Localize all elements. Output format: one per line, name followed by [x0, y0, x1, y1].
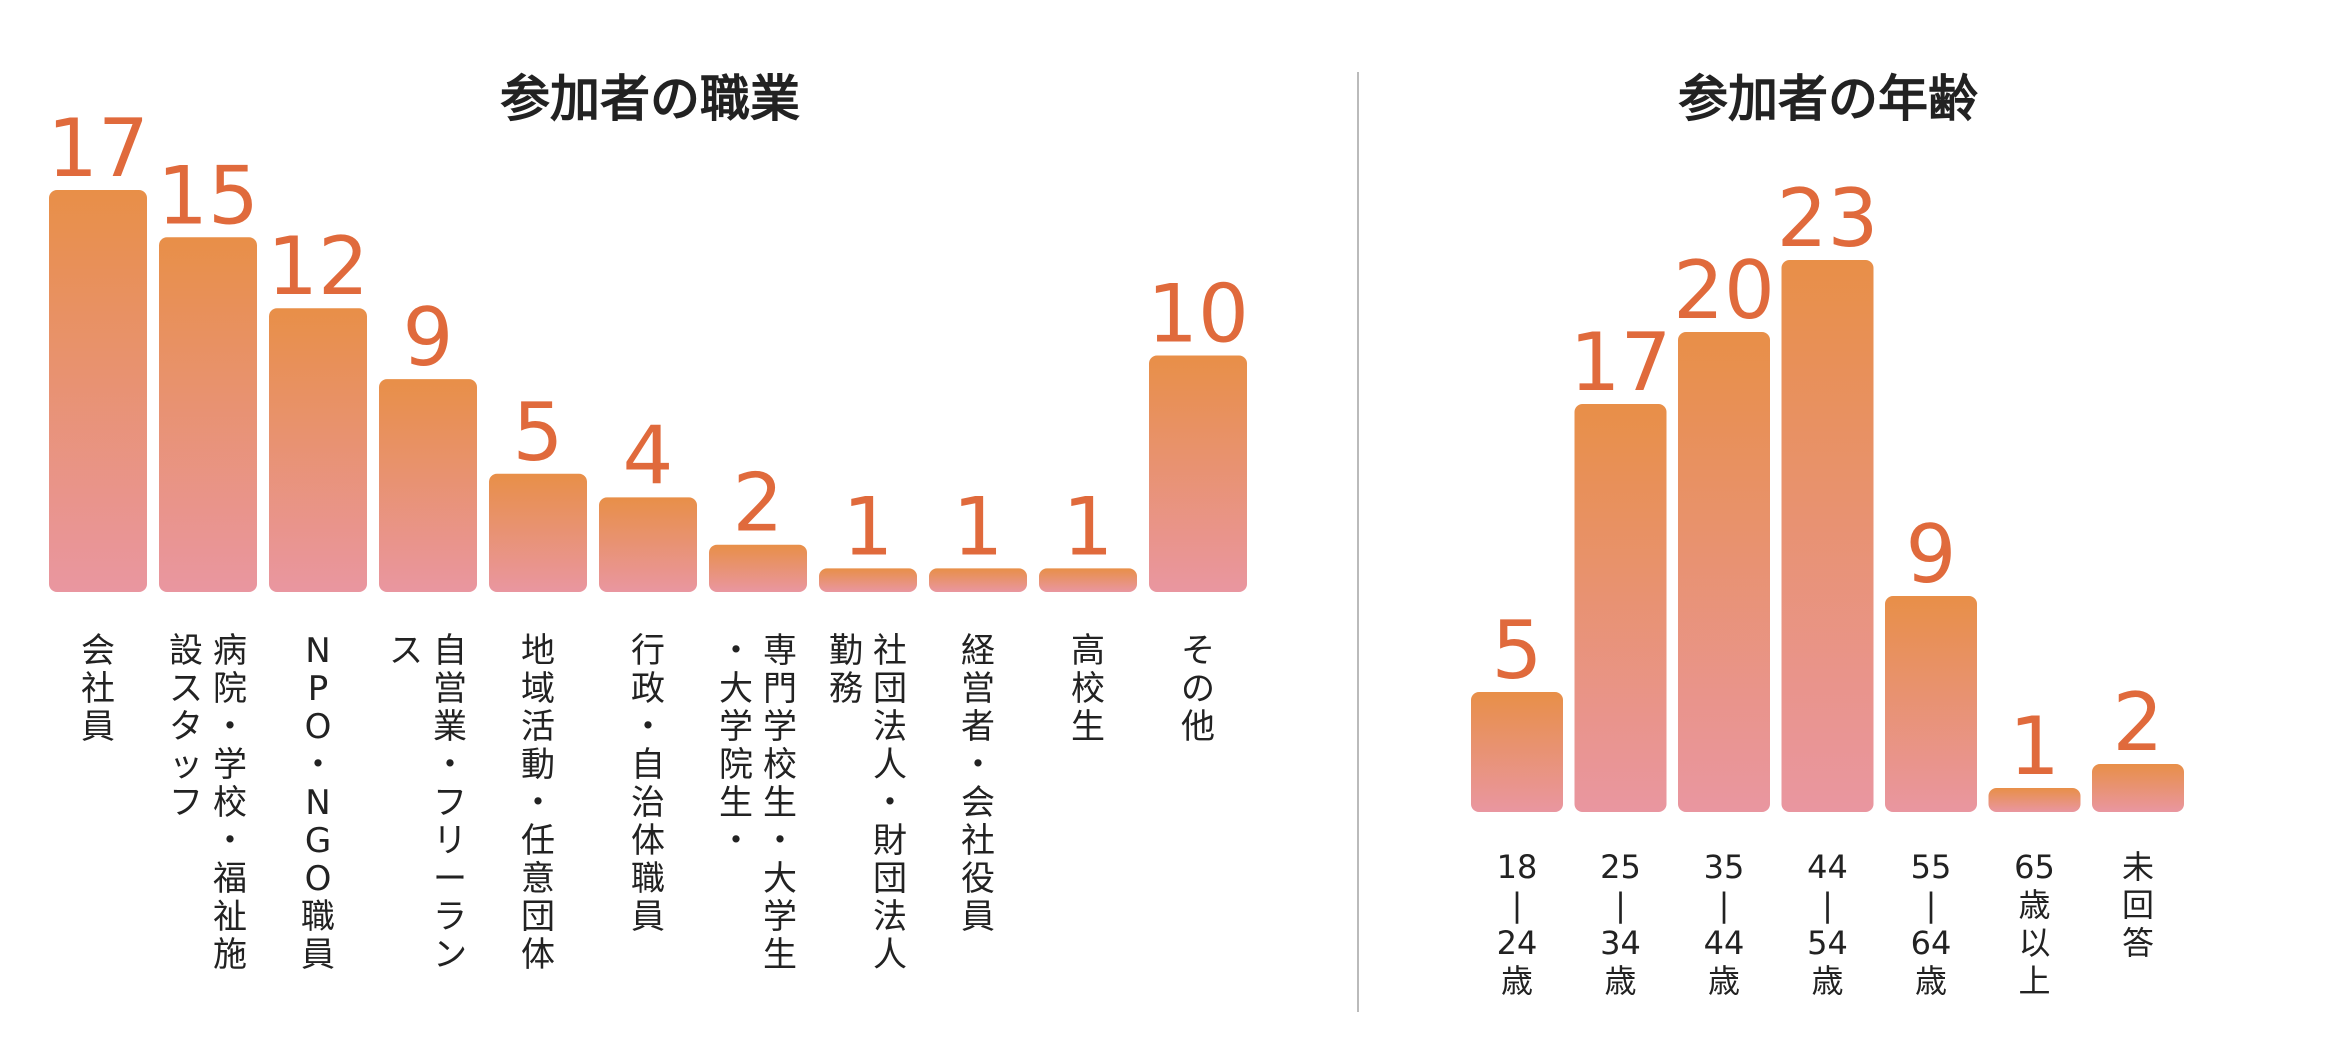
age-bar-2 [1678, 332, 1770, 812]
occupation-category-2: N P O ・ N G O 職員 [301, 631, 335, 975]
age-value-6: 2 [2113, 676, 2164, 769]
occupation-category-3: 自営業・フリーランス [389, 631, 467, 975]
occupation-category-5: 行政・自治体職員 [631, 631, 665, 937]
age-chart-title: 参加者の年齢 [1678, 70, 1978, 128]
occupation-bar-5 [599, 497, 697, 592]
age-category-6: 未回答 [2122, 848, 2154, 962]
age-value-3: 23 [1777, 172, 1879, 265]
occupation-value-2: 12 [267, 220, 369, 313]
occupation-category-10: その他 [1181, 631, 1215, 747]
occupation-value-3: 9 [403, 291, 454, 384]
age-bar-4 [1885, 596, 1977, 812]
occupation-category-4: 地域活動・任意団体 [521, 631, 555, 975]
age-value-4: 9 [1906, 508, 1957, 601]
age-chart: 5 18 | 24 歳 17 25 | 34 歳 20 35 | 44 歳 23 44 | 54 歳 9 55 | 64 歳 1 6… [1471, 172, 2184, 1000]
age-value-2: 20 [1673, 244, 1775, 337]
age-value-1: 17 [1570, 316, 1672, 409]
occupation-bar-1 [159, 237, 257, 592]
occupation-chart-title: 参加者の職業 [500, 70, 800, 128]
occupation-value-10: 10 [1147, 268, 1249, 361]
occupation-category-9: 高校生 [1071, 631, 1105, 747]
age-category-4: 55 | 64 歳 [1911, 848, 1952, 1000]
occupation-category-6: 専門学校生・大学生・大学院生・ [719, 631, 797, 975]
occupation-value-5: 4 [623, 409, 674, 502]
occupation-value-6: 2 [733, 457, 784, 550]
occupation-value-9: 1 [1063, 480, 1114, 573]
occupation-category-8: 経営者・会社役員 [961, 631, 995, 937]
age-bar-1 [1574, 404, 1667, 812]
occupation-value-1: 15 [157, 149, 259, 242]
occupation-bar-0 [49, 190, 147, 592]
age-category-3: 44 | 54 歳 [1807, 848, 1848, 1000]
occupation-bar-6 [709, 544, 807, 592]
age-category-1: 25 | 34 歳 [1600, 848, 1641, 1000]
age-value-0: 5 [1492, 604, 1543, 697]
age-bar-6 [2092, 764, 2184, 812]
occupation-bar-8 [929, 568, 1027, 592]
occupation-category-7: 社団法人・財団法人勤務 [829, 631, 907, 975]
occupation-bar-10 [1149, 355, 1247, 592]
occupation-bar-3 [379, 379, 477, 592]
age-category-2: 35 | 44 歳 [1704, 848, 1745, 1000]
occupation-bar-9 [1039, 568, 1137, 592]
age-bar-5 [1988, 788, 2081, 812]
age-value-5: 1 [2009, 700, 2060, 793]
age-category-5: 65 歳以上 [2014, 848, 2055, 1000]
occupation-bar-2 [269, 308, 367, 592]
occupation-category-1: 病院・学校・福祉施設スタッフ [169, 631, 247, 975]
occupation-bar-4 [489, 473, 587, 592]
age-category-0: 18 | 24 歳 [1497, 848, 1538, 1000]
age-bar-0 [1471, 692, 1563, 812]
occupation-value-4: 5 [513, 386, 564, 479]
occupation-value-7: 1 [843, 480, 894, 573]
occupation-value-8: 1 [953, 480, 1004, 573]
occupation-value-0: 17 [47, 102, 149, 195]
occupation-category-0: 会社員 [81, 631, 115, 747]
occupation-bar-7 [819, 568, 917, 592]
age-bar-3 [1781, 260, 1874, 812]
